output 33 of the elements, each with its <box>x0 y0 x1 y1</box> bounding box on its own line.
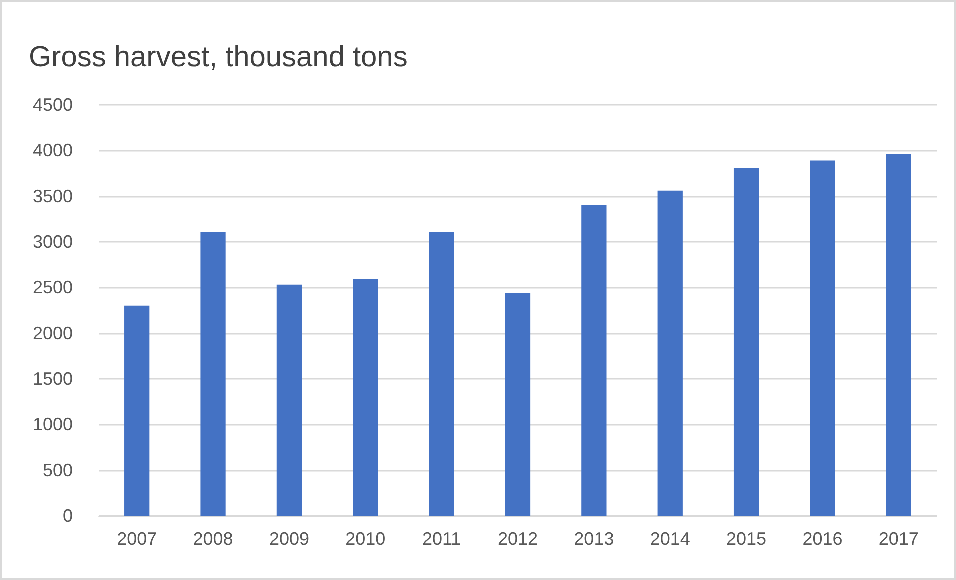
y-tick-label: 4000 <box>32 140 73 161</box>
y-tick-label: 3000 <box>32 232 73 252</box>
x-tick-label: 2011 <box>422 529 462 549</box>
y-tick-label: 0 <box>62 506 73 526</box>
y-tick-label: 2500 <box>32 278 73 298</box>
x-tick-label: 2009 <box>269 529 310 549</box>
y-tick-label: 3500 <box>32 186 73 206</box>
bar <box>734 168 760 516</box>
bar <box>505 293 531 516</box>
x-tick-label: 2007 <box>117 529 158 549</box>
bar <box>886 154 912 516</box>
x-tick-label: 2015 <box>726 529 767 549</box>
x-tick-label: 2013 <box>574 529 614 549</box>
x-tick-label: 2008 <box>193 529 234 549</box>
bar <box>200 232 226 516</box>
bar <box>429 232 454 516</box>
x-tick-label: 2014 <box>650 529 690 549</box>
bar <box>582 205 607 516</box>
bar <box>124 306 150 516</box>
x-tick-label: 2016 <box>802 529 843 549</box>
x-tick-label: 2010 <box>346 529 386 549</box>
y-tick-label: 2000 <box>32 323 73 344</box>
x-tick-label: 2012 <box>498 529 538 549</box>
y-tick-label: 500 <box>42 460 73 480</box>
bar <box>658 190 683 516</box>
bar <box>276 284 302 516</box>
y-tick-label: 1500 <box>32 369 73 389</box>
x-tick-label: 2017 <box>878 529 919 549</box>
y-tick-label: 4500 <box>32 95 73 115</box>
bar <box>353 279 378 516</box>
chart-title: Gross harvest, thousand tons <box>29 42 408 74</box>
y-tick-label: 1000 <box>32 414 73 435</box>
bar <box>810 160 836 516</box>
